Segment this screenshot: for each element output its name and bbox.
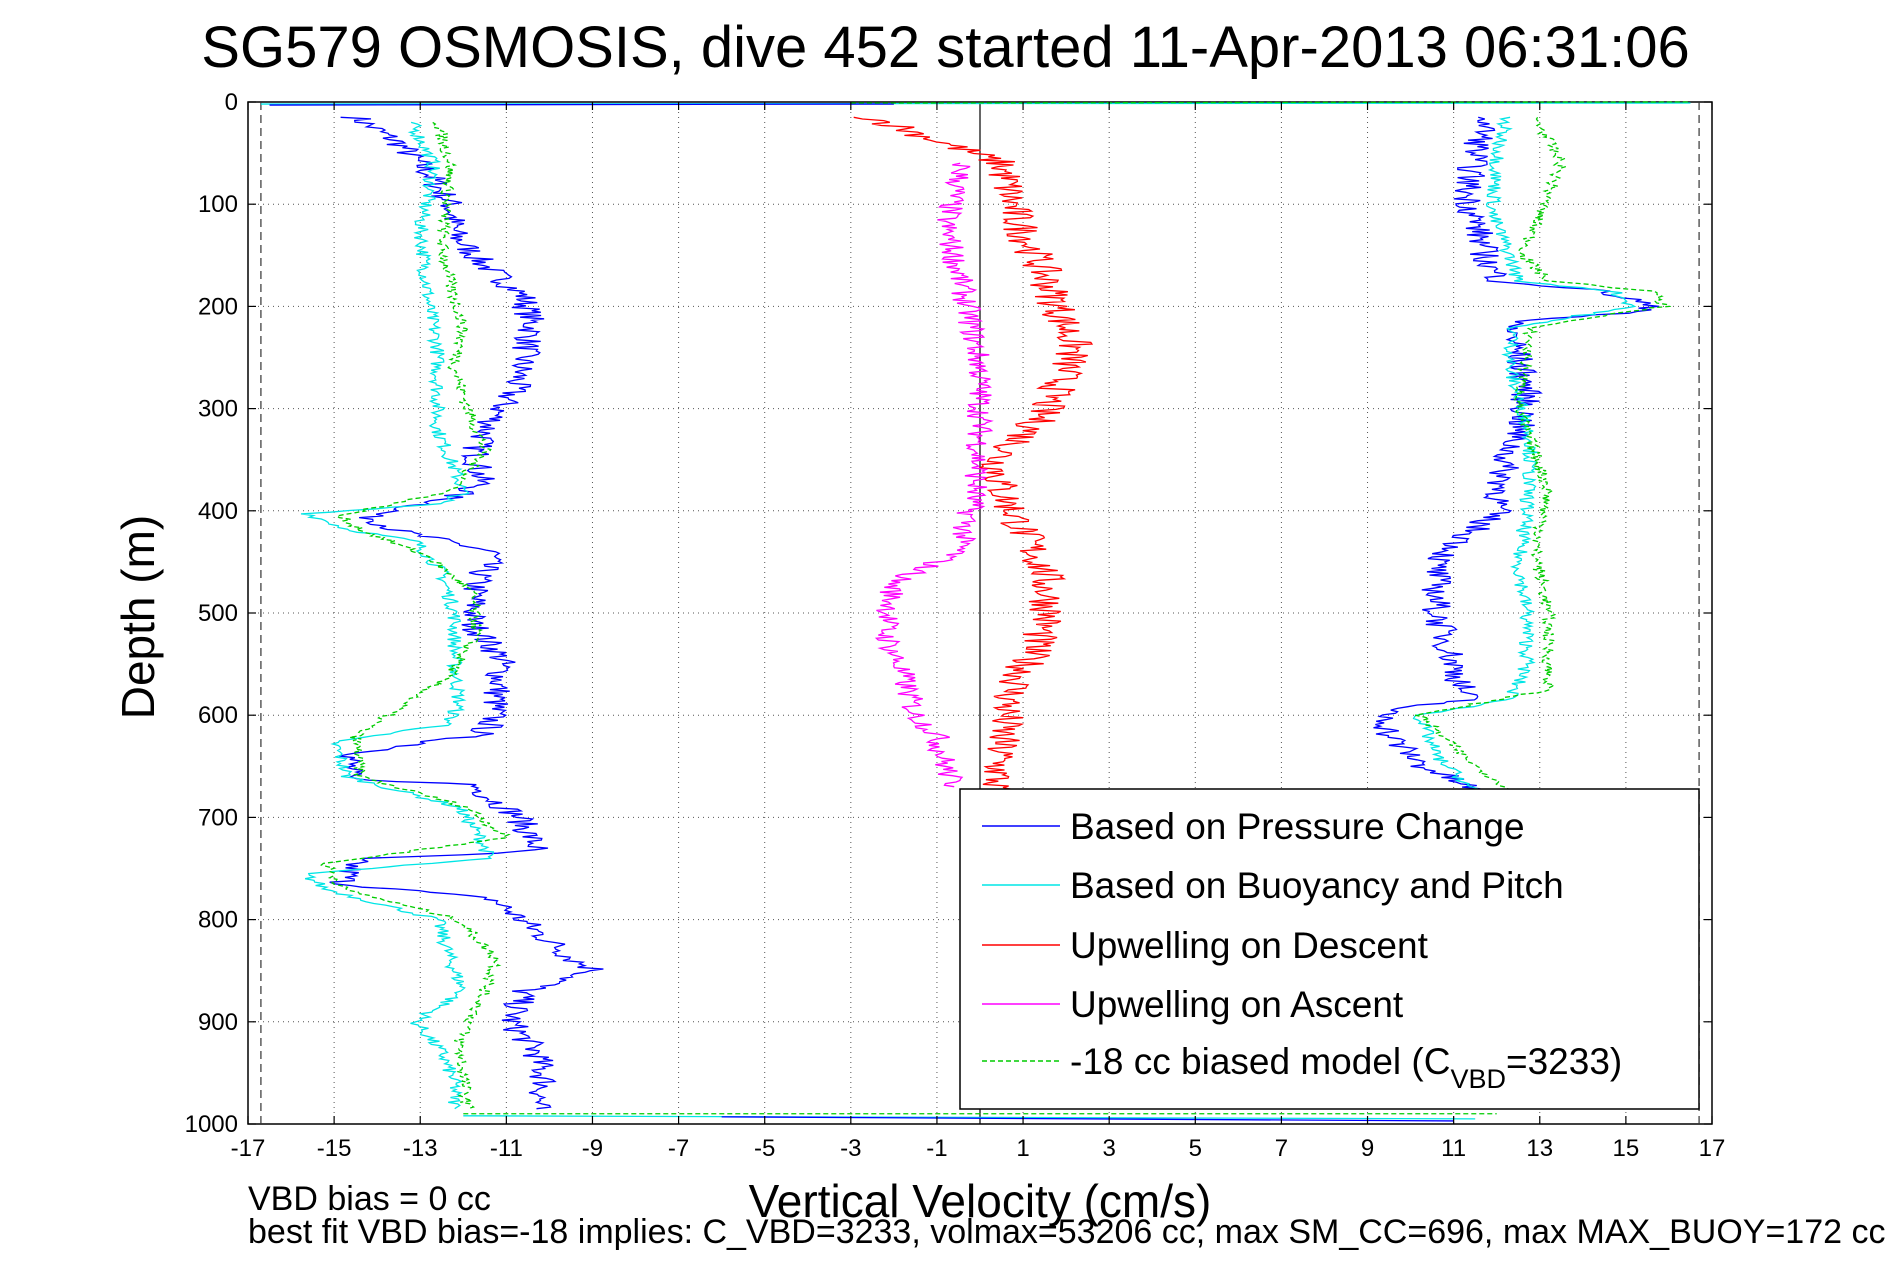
series-line — [1373, 116, 1660, 793]
legend: Based on Pressure Change Based on Buoyanc… — [959, 788, 1700, 1110]
y-tick-label: 400 — [198, 498, 238, 525]
y-tick-label: 1000 — [185, 1111, 238, 1138]
y-tick-label: 600 — [198, 702, 238, 729]
best-fit-annotation: best fit VBD bias=-18 implies: C_VBD=323… — [248, 1213, 1886, 1251]
x-tick-label: -17 — [231, 1135, 266, 1162]
y-tick-label: 700 — [198, 804, 238, 831]
y-tick-label: 300 — [198, 396, 238, 423]
x-tick-label: 15 — [1613, 1135, 1640, 1162]
series-line — [329, 116, 604, 1110]
x-tick-label: -1 — [926, 1135, 947, 1162]
y-tick-label: 800 — [198, 907, 238, 934]
x-tick-label: 11 — [1441, 1135, 1466, 1162]
surface-transition-line — [260, 102, 1691, 105]
y-tick-label: 900 — [198, 1009, 238, 1036]
x-tick-label: 3 — [1102, 1135, 1115, 1162]
surface-transition-line — [269, 103, 894, 106]
series-line — [300, 121, 495, 1110]
x-tick-label: -5 — [754, 1135, 775, 1162]
y-tick-label: 0 — [225, 89, 238, 116]
legend-label: Upwelling on Descent — [1070, 925, 1429, 966]
x-tick-label: -9 — [582, 1135, 603, 1162]
series-line — [1414, 116, 1672, 798]
x-tick-label: 5 — [1189, 1135, 1202, 1162]
x-tick-label: -7 — [668, 1135, 689, 1162]
chart-title: SG579 OSMOSIS, dive 452 started 11-Apr-2… — [201, 15, 1690, 80]
x-tick-label: 17 — [1699, 1135, 1726, 1162]
series-line — [319, 121, 511, 1110]
y-tick-label: 500 — [198, 600, 238, 627]
bottom-transition-line — [463, 1115, 1476, 1120]
x-tick-label: -11 — [490, 1135, 523, 1162]
x-tick-label: 1 — [1016, 1135, 1029, 1162]
x-tick-label: 13 — [1526, 1135, 1553, 1162]
x-tick-label: -13 — [403, 1135, 438, 1162]
vbd-bias-annotation: VBD bias = 0 cc — [248, 1180, 491, 1218]
series-line — [853, 116, 1094, 798]
x-tick-label: 7 — [1275, 1135, 1288, 1162]
y-tick-label: 200 — [198, 293, 238, 320]
legend-label: Based on Pressure Change — [1070, 806, 1525, 847]
y-tick-label: 100 — [198, 191, 238, 218]
bottom-transition-line — [721, 1116, 1454, 1122]
legend-label: Based on Buoyancy and Pitch — [1070, 865, 1564, 906]
x-tick-label: -15 — [317, 1135, 352, 1162]
x-axis-label: Vertical Velocity (cm/s) — [748, 1175, 1212, 1227]
surface-transition-line — [850, 101, 1691, 104]
series-line — [1412, 116, 1637, 793]
series-line — [874, 162, 994, 788]
legend-box — [959, 788, 1700, 1110]
x-tick-label: 9 — [1361, 1135, 1374, 1162]
x-tick-label: -3 — [840, 1135, 861, 1162]
legend-label: Upwelling on Ascent — [1070, 984, 1404, 1025]
